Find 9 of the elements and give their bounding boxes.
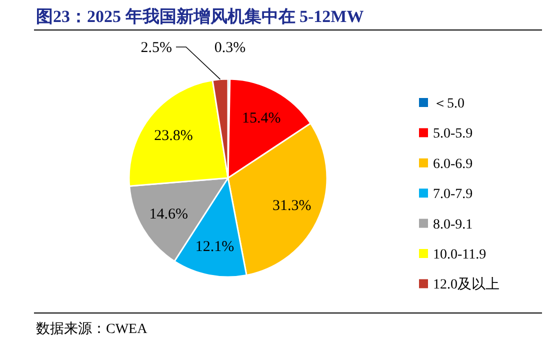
legend-label: 6.0-6.9 [433,156,473,172]
legend-label: ＜5.0 [433,96,464,112]
legend-label: 7.0-7.9 [433,187,473,202]
legend-label: 5.0-5.9 [433,126,473,142]
legend-label: 8.0-9.1 [433,217,473,232]
legend-label: 10.0-11.9 [433,248,486,262]
title: 图23：2025 年我国新增风机集中在 5-12MW [36,7,364,26]
legend-label: 12.0及以上 [433,276,500,293]
annotation: 数据来源：CWEA [36,322,148,337]
